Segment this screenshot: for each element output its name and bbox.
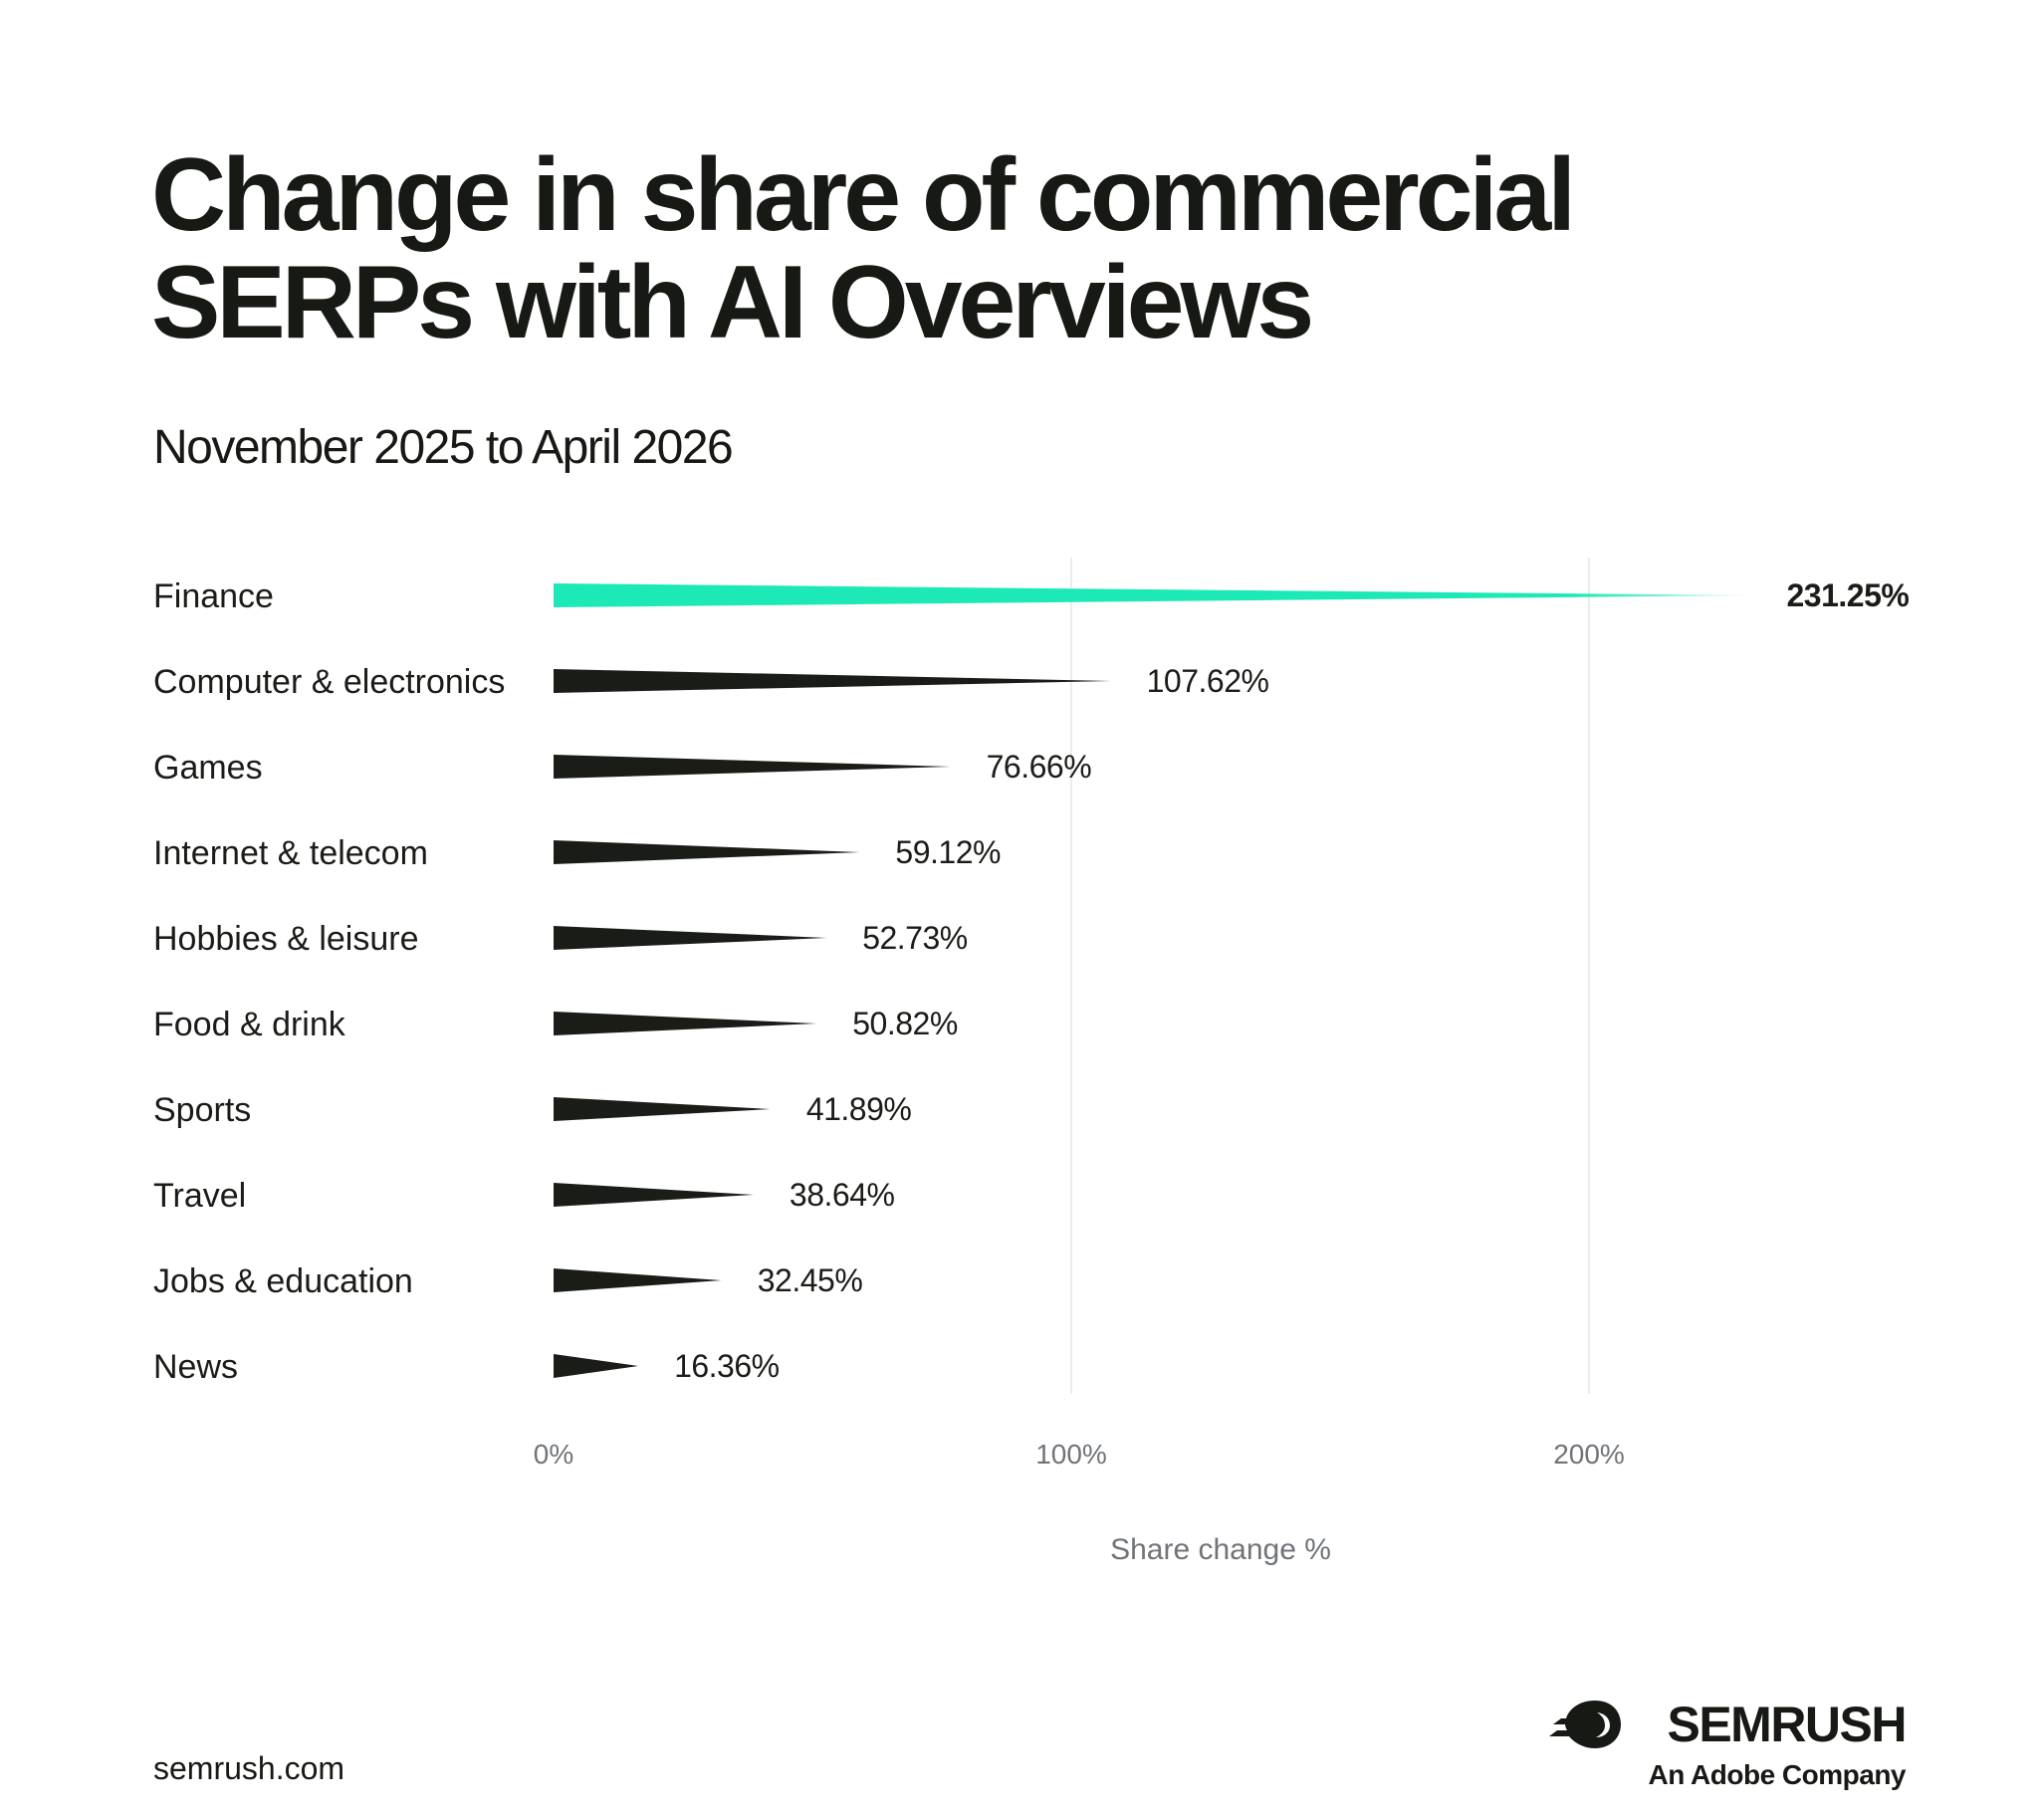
category-label: Food & drink: [153, 1006, 346, 1043]
category-label: Finance: [153, 577, 274, 615]
brand-logo: SEMRUSH An Adobe Company: [1547, 1695, 1907, 1804]
brand-tagline: An Adobe Company: [1648, 1759, 1906, 1790]
bar-games: [554, 755, 951, 779]
x-tick-label: 100%: [1035, 1439, 1107, 1470]
x-axis-title: Share change %: [1110, 1533, 1331, 1566]
bar-sports: [554, 1097, 771, 1121]
value-label: 231.25%: [1787, 577, 1910, 613]
category-label: News: [153, 1348, 238, 1386]
value-label: 52.73%: [862, 920, 968, 956]
bar-news: [554, 1354, 639, 1378]
category-label: Sports: [153, 1091, 251, 1129]
chart-title: Change in share of commercial SERPs with…: [151, 137, 1576, 360]
category-labels: Finance Computer & electronics Games Intern…: [153, 577, 505, 1386]
category-label: Internet & telecom: [153, 834, 428, 872]
x-tick-label: 0%: [534, 1439, 573, 1470]
category-label: Computer & electronics: [153, 663, 505, 701]
category-label: Hobbies & leisure: [153, 920, 418, 958]
value-label: 107.62%: [1147, 663, 1269, 699]
semrush-fireball-icon: [1549, 1701, 1621, 1748]
value-label: 59.12%: [895, 834, 1001, 870]
brand-name: SEMRUSH: [1667, 1697, 1907, 1752]
value-label: 41.89%: [806, 1091, 912, 1127]
category-label: Games: [153, 749, 263, 787]
bars: [554, 583, 1751, 1378]
bar-food-drink: [554, 1012, 817, 1035]
bar-finance: [554, 583, 1751, 607]
value-label: 32.45%: [758, 1262, 863, 1298]
value-label: 76.66%: [987, 749, 1092, 785]
chart-subtitle: November 2025 to April 2026: [153, 421, 734, 474]
footer-url: semrush.com: [153, 1750, 345, 1786]
value-label: 16.36%: [674, 1348, 780, 1384]
bar-chart: Finance Computer & electronics Games Intern…: [153, 558, 1910, 1566]
x-axis-ticks: 0% 100% 200%: [534, 1439, 1625, 1470]
value-labels: 231.25% 107.62% 76.66% 59.12% 52.73% 50.82% 41…: [674, 577, 1910, 1384]
bar-jobs-education: [554, 1268, 722, 1292]
bar-computer-electronics: [554, 669, 1111, 693]
bar-travel: [554, 1183, 754, 1207]
bar-hobbies-leisure: [554, 926, 827, 950]
gridlines: [1070, 558, 1590, 1394]
value-label: 38.64%: [790, 1177, 895, 1213]
x-tick-label: 200%: [1553, 1439, 1625, 1470]
category-label: Travel: [153, 1177, 246, 1215]
value-label: 50.82%: [852, 1006, 958, 1041]
category-label: Jobs & education: [153, 1262, 413, 1300]
bar-internet-telecom: [554, 840, 860, 864]
